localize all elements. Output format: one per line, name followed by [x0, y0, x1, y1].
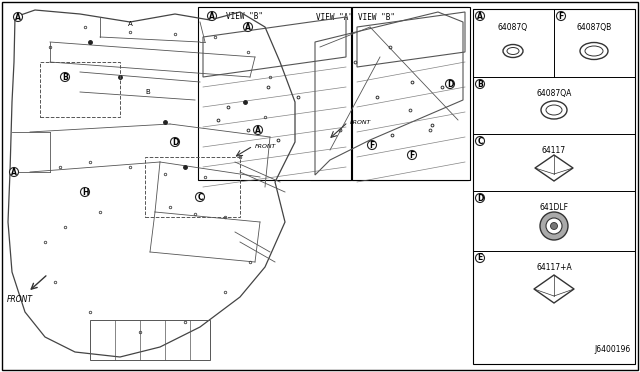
Ellipse shape — [550, 222, 557, 230]
Text: C: C — [477, 137, 483, 145]
Text: VIEW "A": VIEW "A" — [316, 13, 353, 22]
Text: 64087Q: 64087Q — [498, 22, 528, 32]
Text: A: A — [245, 22, 251, 32]
Text: VIEW "B": VIEW "B" — [358, 13, 395, 22]
Text: F: F — [410, 151, 415, 160]
Text: F: F — [369, 141, 374, 150]
Bar — [198, 7, 351, 180]
Circle shape — [195, 192, 205, 202]
Text: 64117+A: 64117+A — [536, 263, 572, 272]
Text: A: A — [477, 12, 483, 20]
Circle shape — [408, 151, 417, 160]
Circle shape — [476, 193, 484, 202]
Text: B: B — [477, 80, 483, 89]
Bar — [90, 320, 210, 360]
Text: D: D — [477, 193, 483, 202]
Text: H: H — [82, 187, 88, 196]
Ellipse shape — [540, 212, 568, 240]
Text: A: A — [15, 13, 21, 22]
Text: VIEW "B": VIEW "B" — [226, 12, 263, 20]
Bar — [310, 7, 468, 180]
Ellipse shape — [546, 218, 562, 234]
Text: D: D — [447, 80, 453, 89]
Bar — [40, 62, 120, 117]
Text: C: C — [197, 192, 203, 202]
Text: E: E — [477, 253, 483, 263]
Text: J6400196: J6400196 — [595, 345, 631, 354]
Circle shape — [367, 141, 376, 150]
Circle shape — [61, 73, 70, 81]
Text: 64087QA: 64087QA — [536, 89, 572, 97]
Bar — [145, 157, 240, 217]
Bar — [473, 9, 635, 364]
Text: B: B — [62, 73, 68, 81]
Text: 641DLF: 641DLF — [540, 202, 568, 212]
Text: D: D — [172, 138, 178, 147]
Text: FRONT: FRONT — [350, 119, 371, 125]
Bar — [352, 7, 470, 180]
Circle shape — [170, 138, 179, 147]
Text: A: A — [209, 12, 215, 20]
Circle shape — [13, 13, 22, 22]
Text: B: B — [146, 89, 150, 95]
Circle shape — [557, 12, 566, 20]
Circle shape — [243, 22, 253, 32]
Circle shape — [81, 187, 90, 196]
Text: FRONT: FRONT — [7, 295, 33, 305]
Circle shape — [476, 253, 484, 263]
Text: 64087QB: 64087QB — [577, 22, 612, 32]
Circle shape — [476, 80, 484, 89]
Text: A: A — [11, 167, 17, 176]
Circle shape — [445, 80, 454, 89]
Text: 64117: 64117 — [542, 145, 566, 154]
Circle shape — [10, 167, 19, 176]
Text: A: A — [127, 21, 132, 27]
Text: A: A — [255, 125, 261, 135]
Circle shape — [476, 12, 484, 20]
Circle shape — [207, 12, 216, 20]
Text: F: F — [558, 12, 564, 20]
Circle shape — [253, 125, 262, 135]
Text: FRONT: FRONT — [255, 144, 276, 148]
Circle shape — [476, 137, 484, 145]
